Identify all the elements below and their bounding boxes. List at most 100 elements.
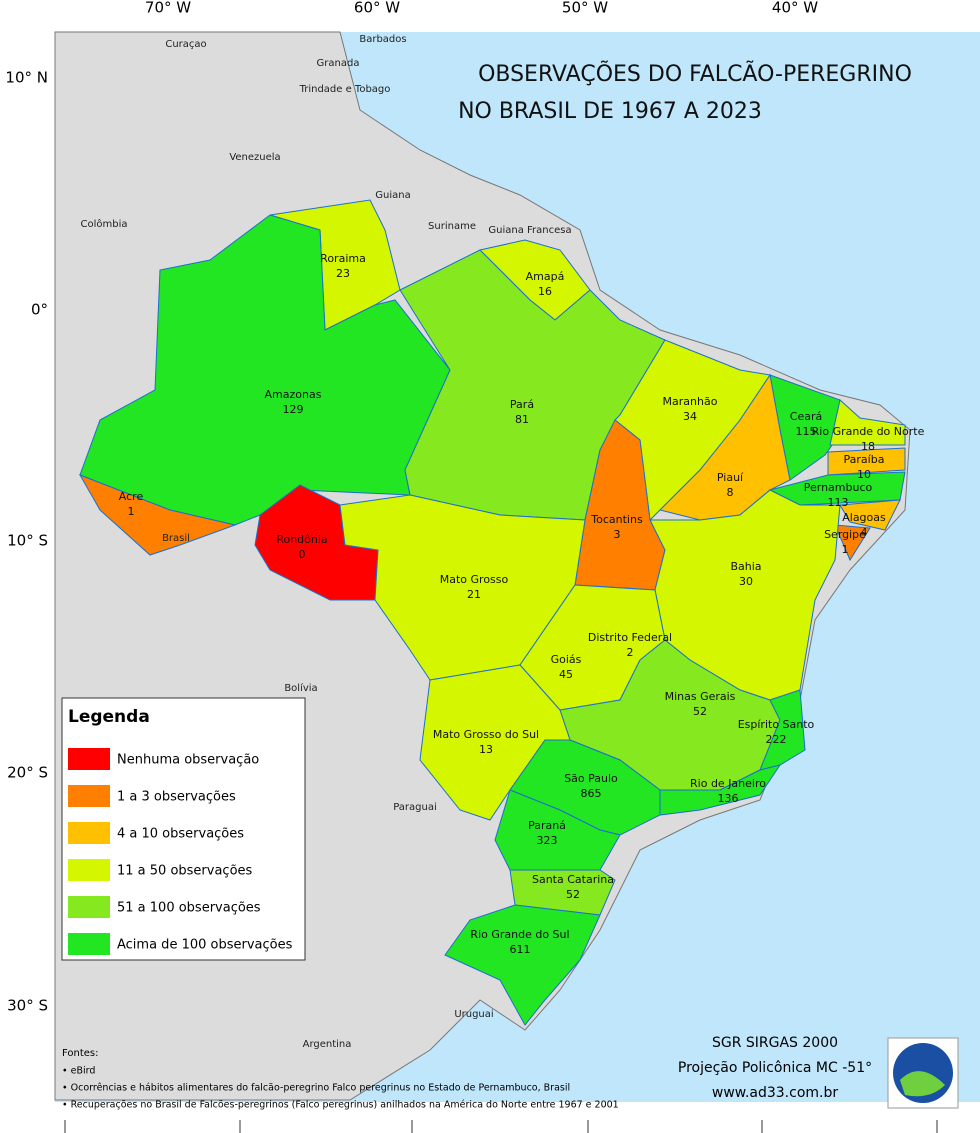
legend-swatch bbox=[68, 785, 110, 807]
projection-text: www.ad33.com.br bbox=[712, 1085, 838, 1101]
state-value: 129 bbox=[283, 403, 304, 416]
legend-swatch bbox=[68, 822, 110, 844]
states bbox=[78, 199, 906, 1026]
state-value: 2 bbox=[627, 646, 634, 659]
state-name: Paraná bbox=[528, 819, 566, 832]
state-name: Acre bbox=[119, 490, 144, 503]
state bbox=[78, 474, 237, 556]
state-name: São Paulo bbox=[564, 772, 618, 785]
legend-swatch bbox=[68, 748, 110, 770]
country-label: Guiana bbox=[375, 190, 410, 201]
country-label: Granada bbox=[317, 58, 360, 69]
state-value: 13 bbox=[479, 743, 493, 756]
state-name: Goiás bbox=[551, 653, 582, 666]
state-value: 52 bbox=[566, 888, 580, 901]
lon-label: 40° W bbox=[772, 0, 818, 17]
state-name: Rio Grande do Norte bbox=[812, 425, 925, 438]
state-value: 8 bbox=[727, 486, 734, 499]
state-name: Mato Grosso bbox=[440, 573, 509, 586]
projection-text: SGR SIRGAS 2000 bbox=[712, 1035, 838, 1051]
state-value: 16 bbox=[538, 285, 552, 298]
state-name: Tocantins bbox=[590, 513, 643, 526]
legend-swatch bbox=[68, 859, 110, 881]
state-name: Roraima bbox=[320, 252, 366, 265]
state-value: 52 bbox=[693, 705, 707, 718]
legend-label: Nenhuma observação bbox=[117, 753, 259, 768]
state-value: 222 bbox=[766, 733, 787, 746]
country-label: Uruguai bbox=[454, 1009, 493, 1020]
logo bbox=[887, 1037, 959, 1109]
legend-label: 51 a 100 observações bbox=[117, 901, 261, 916]
state-name: Bahia bbox=[730, 560, 761, 573]
legend-label: Acima de 100 observações bbox=[117, 938, 293, 953]
legend-label: 11 a 50 observações bbox=[117, 864, 253, 879]
country-label: Bolívia bbox=[284, 682, 317, 694]
state bbox=[444, 904, 601, 1026]
state-value: 30 bbox=[739, 575, 753, 588]
state bbox=[827, 447, 906, 476]
state-name: Maranhão bbox=[663, 395, 718, 408]
state-value: 81 bbox=[515, 413, 529, 426]
title-line: NO BRASIL DE 1967 A 2023 bbox=[458, 99, 762, 124]
country-label: Venezuela bbox=[229, 152, 280, 163]
country-label: Curaçao bbox=[165, 39, 206, 50]
state-name: Pernambuco bbox=[804, 481, 873, 494]
state-value: 323 bbox=[537, 834, 558, 847]
state-name: Santa Catarina bbox=[532, 873, 614, 886]
state-name: Pará bbox=[510, 398, 534, 411]
state-name: Ceará bbox=[790, 410, 822, 423]
country-label: Barbados bbox=[359, 34, 406, 45]
sources-title: Fontes: bbox=[62, 1048, 99, 1059]
state-value: 136 bbox=[718, 792, 739, 805]
state-name: Alagoas bbox=[842, 511, 886, 524]
state-name: Minas Gerais bbox=[665, 690, 736, 703]
lon-label: 70° W bbox=[145, 0, 191, 17]
source-item: • eBird bbox=[62, 1066, 95, 1077]
state-value: 4 bbox=[861, 526, 868, 539]
lon-label: 50° W bbox=[562, 0, 608, 17]
legend-title: Legenda bbox=[68, 707, 150, 727]
state-name: Piauí bbox=[717, 471, 744, 484]
sources: Fontes: • eBird • Ocorrências e hábitos a… bbox=[62, 1048, 619, 1111]
country-label: Colômbia bbox=[81, 218, 128, 230]
state-value: 113 bbox=[828, 496, 849, 509]
state-value: 34 bbox=[683, 410, 697, 423]
state-name: Amapá bbox=[526, 270, 565, 283]
legend: Legenda Nenhuma observação 1 a 3 observaç… bbox=[61, 697, 306, 961]
state-value: 865 bbox=[581, 787, 602, 800]
state bbox=[659, 764, 782, 816]
source-item: • Ocorrências e hábitos alimentares do f… bbox=[62, 1083, 570, 1094]
state bbox=[829, 399, 906, 446]
state bbox=[834, 524, 871, 562]
state-value: 0 bbox=[299, 548, 306, 561]
state bbox=[494, 789, 621, 871]
country-label: Suriname bbox=[428, 221, 476, 232]
projection: SGR SIRGAS 2000 Projeção Policônica MC -5… bbox=[678, 1035, 872, 1101]
state-name: Amazonas bbox=[265, 388, 322, 401]
state-name: Distrito Federal bbox=[588, 631, 672, 644]
source-item: • Recuperações no Brasil de Falcões-pere… bbox=[62, 1100, 619, 1111]
lat-label: 10° N bbox=[5, 69, 48, 87]
lon-label: 60° W bbox=[354, 0, 400, 17]
state-value: 3 bbox=[614, 528, 621, 541]
lat-label: 30° S bbox=[7, 997, 48, 1015]
legend-swatch bbox=[68, 896, 110, 918]
state-value: 21 bbox=[467, 588, 481, 601]
state-value: 115 bbox=[796, 425, 817, 438]
state bbox=[839, 499, 901, 531]
state-name: Rio Grande do Sul bbox=[470, 928, 569, 941]
projection-text: Projeção Policônica MC -51° bbox=[678, 1060, 872, 1076]
country-label: Trindade e Tobago bbox=[299, 84, 391, 95]
legend-label: 4 a 10 observações bbox=[117, 827, 244, 842]
state-name: Paraíba bbox=[844, 453, 885, 466]
legend-items: Nenhuma observação 1 a 3 observações 4 a 1… bbox=[68, 748, 293, 955]
legend-swatch bbox=[68, 933, 110, 955]
state-name: Rondônia bbox=[276, 533, 327, 546]
state-name: Sergipe bbox=[824, 528, 866, 541]
state-value: 611 bbox=[510, 943, 531, 956]
state-name: Espírito Santo bbox=[738, 718, 815, 731]
title-line: OBSERVAÇÕES DO FALCÃO-PEREGRINO bbox=[478, 60, 912, 87]
state-value: 23 bbox=[336, 267, 350, 280]
